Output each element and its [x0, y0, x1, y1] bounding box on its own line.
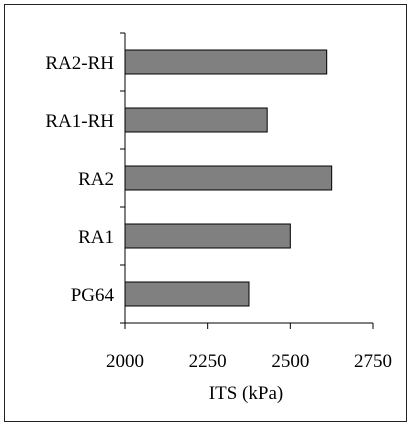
- x-tick-label: 2000: [106, 351, 144, 372]
- bar-ra1-rh: [124, 107, 268, 133]
- category-label-ra1: RA1: [78, 227, 114, 248]
- x-tick-label: 2500: [271, 351, 309, 372]
- category-label-pg64: PG64: [71, 285, 115, 306]
- bar-ra1: [124, 223, 291, 249]
- category-label-ra2-rh: RA2-RH: [45, 53, 114, 74]
- category-label-ra2: RA2: [78, 169, 114, 190]
- bar-pg64: [124, 281, 250, 307]
- bar-ra2: [124, 165, 333, 191]
- x-axis-label: ITS (kPa): [209, 383, 283, 404]
- category-label-ra1-rh: RA1-RH: [45, 111, 114, 132]
- bar-ra2-rh: [124, 49, 328, 75]
- x-tick-label: 2750: [354, 351, 392, 372]
- x-tick-label: 2250: [189, 351, 227, 372]
